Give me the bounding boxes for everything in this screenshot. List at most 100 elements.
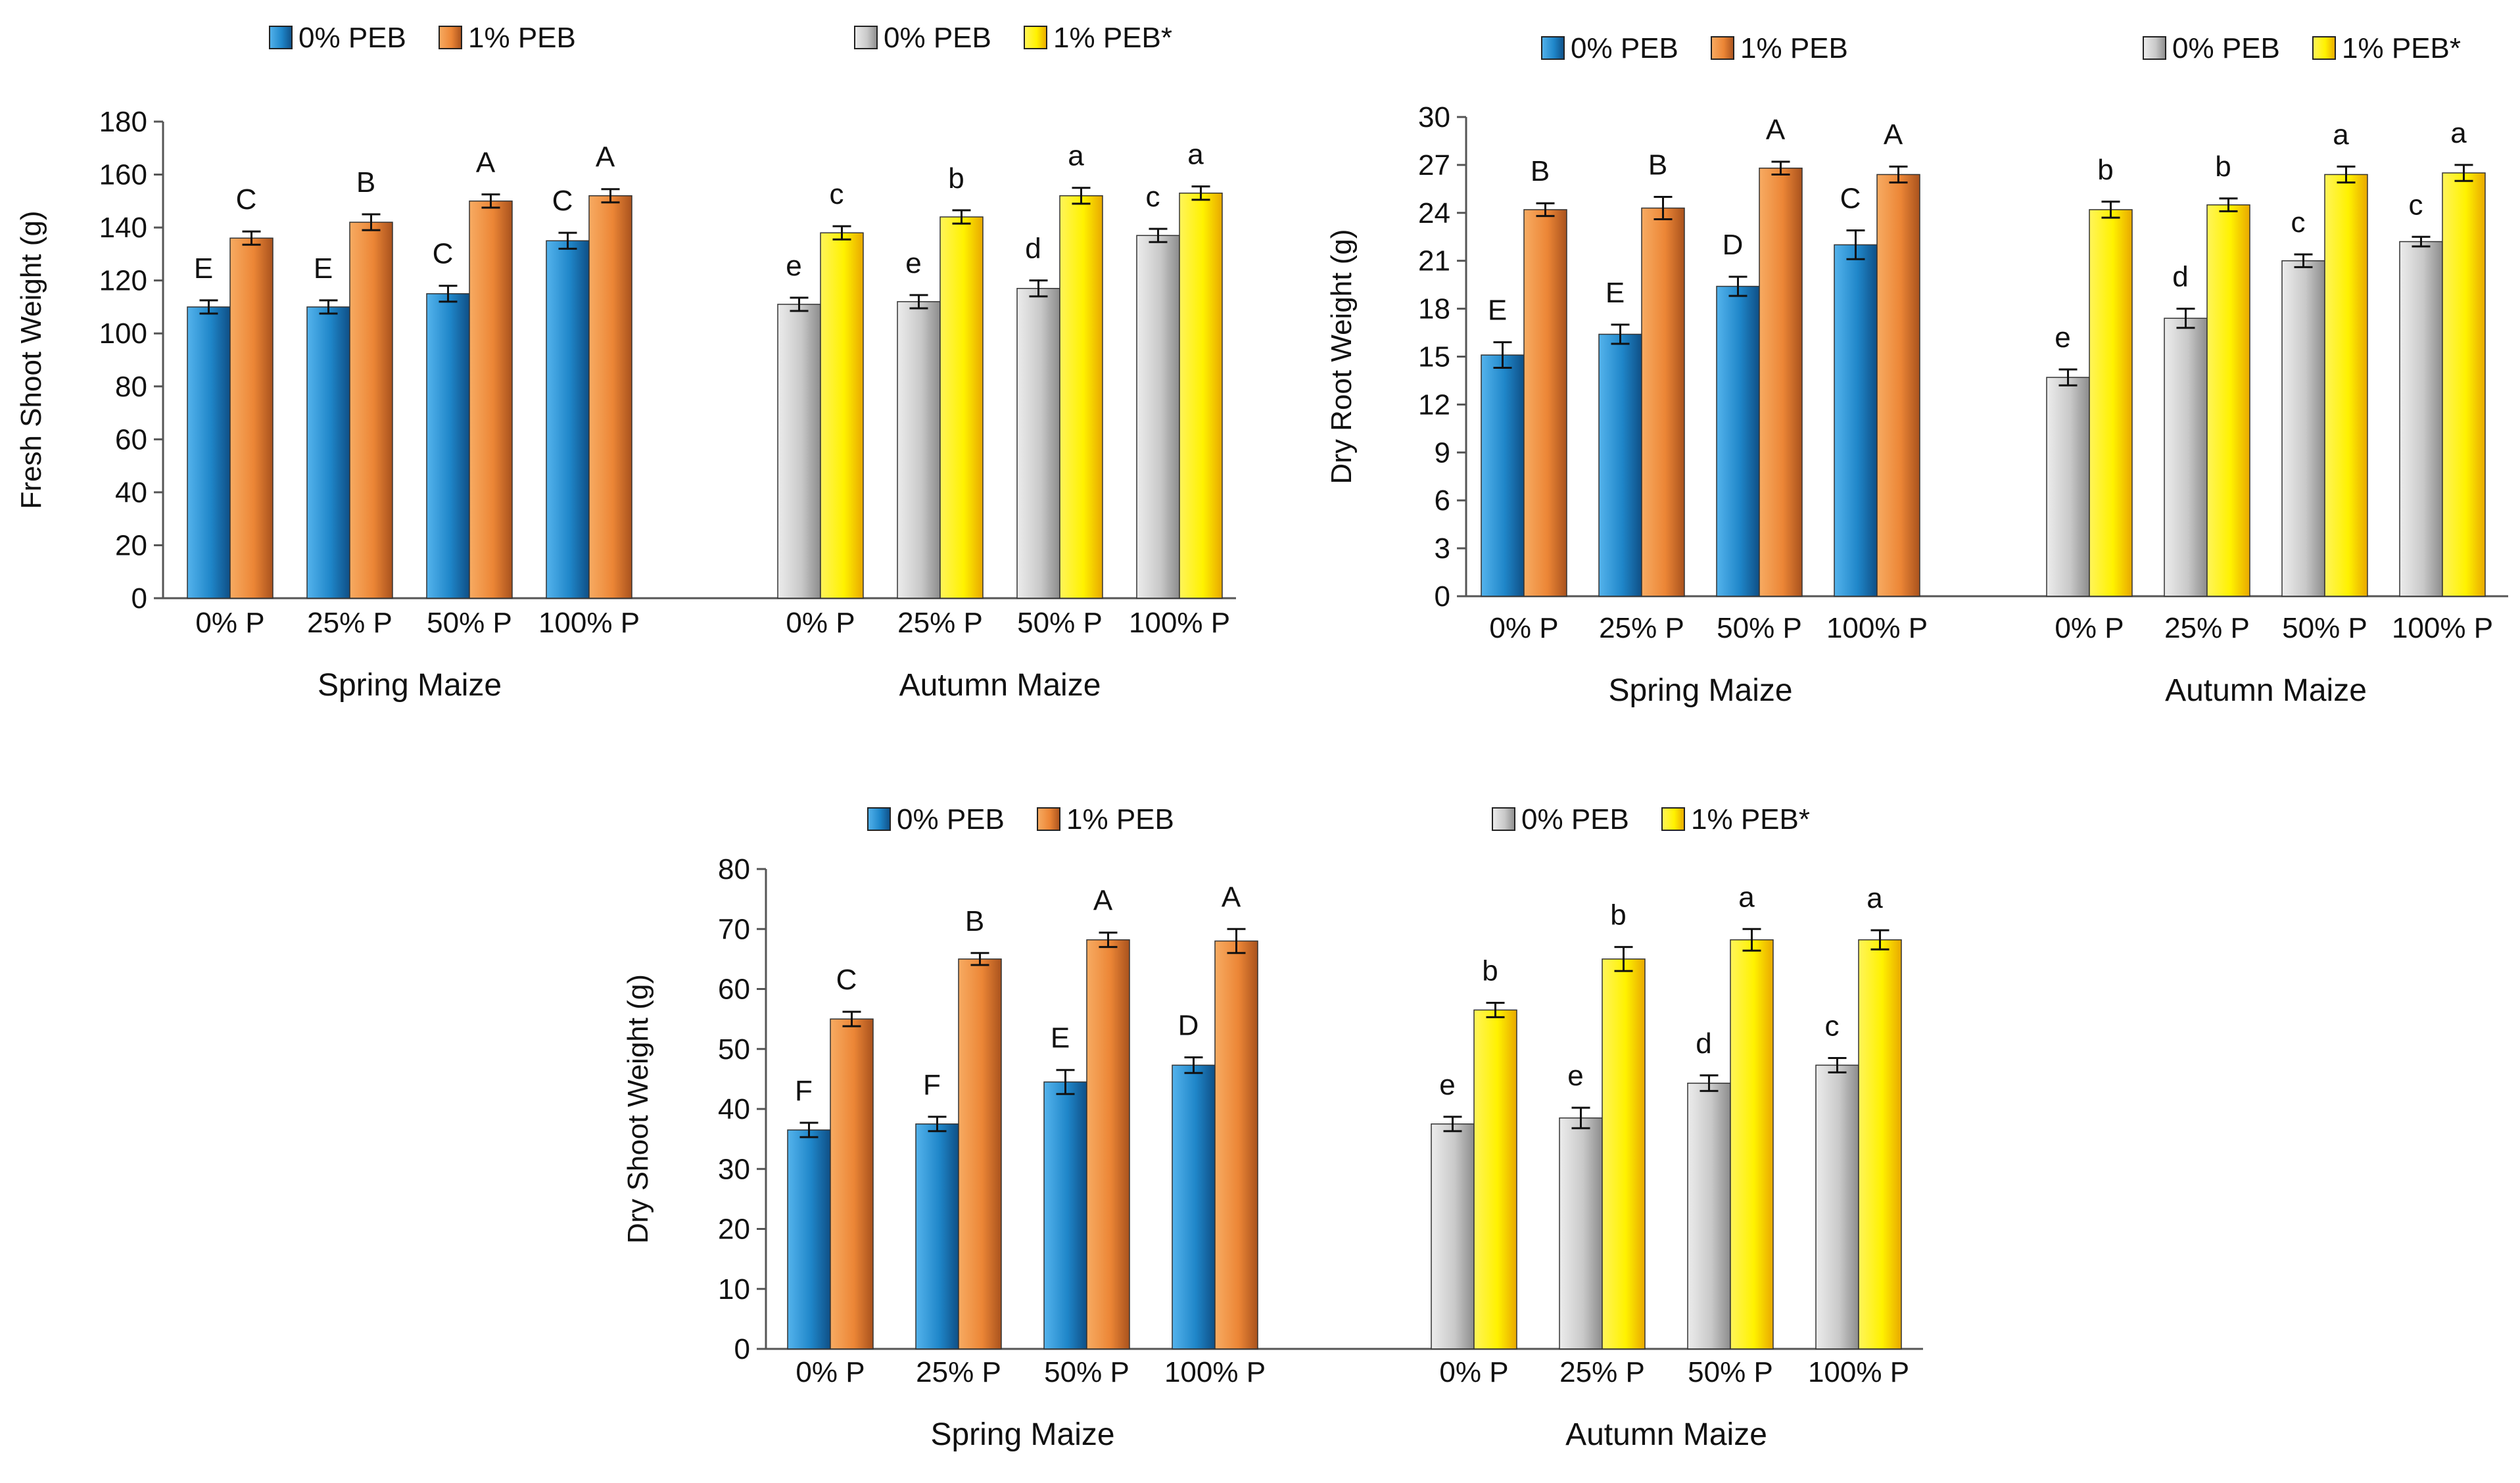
bar <box>1172 1064 1216 1350</box>
bar <box>1687 1083 1731 1350</box>
bar <box>1730 939 1774 1350</box>
y-tick-label: 10 <box>718 1273 750 1306</box>
bar <box>787 1129 831 1350</box>
bar <box>2324 174 2368 597</box>
bar <box>1473 1009 1517 1350</box>
significance-label: E <box>1488 294 1507 327</box>
legend-swatch <box>2312 36 2336 60</box>
x-tick-label: 50% P <box>1717 612 1802 644</box>
y-axis-title: Fresh Shoot Weight (g) <box>15 210 47 509</box>
bar <box>1815 1064 1859 1350</box>
significance-label: e <box>1567 1060 1583 1092</box>
significance-label: a <box>1187 139 1204 171</box>
y-tick-label: 120 <box>99 265 147 297</box>
significance-label: C <box>433 238 454 270</box>
bar <box>1716 285 1760 597</box>
significance-label: b <box>1610 899 1626 931</box>
significance-label: E <box>314 252 333 285</box>
significance-label: D <box>1723 229 1744 261</box>
bar <box>588 195 632 599</box>
bar <box>958 958 1002 1350</box>
bar <box>1602 958 1646 1350</box>
bar <box>1759 168 1803 597</box>
y-tick-label: 160 <box>99 159 147 191</box>
significance-label: E <box>1605 277 1625 309</box>
bar <box>2089 209 2133 597</box>
legend-swatch <box>1661 807 1685 831</box>
legend-label: 0% PEB <box>884 22 991 54</box>
x-tick-label: 25% P <box>897 607 983 639</box>
significance-label: A <box>476 147 496 179</box>
y-tick-label: 140 <box>99 212 147 244</box>
bar <box>469 200 513 599</box>
x-tick-label: 25% P <box>2164 612 2250 644</box>
dry-shoot-weight-chart: 0% PEB 1% PEB 0% PEB 1% PEB*010203040506070… <box>622 803 1923 1452</box>
x-tick-label: 50% P <box>1017 607 1103 639</box>
legend-label: 0% PEB <box>298 22 406 54</box>
legend-label: 1% PEB* <box>1691 803 1810 836</box>
y-tick-label: 30 <box>1418 101 1450 133</box>
significance-label: B <box>965 905 984 937</box>
y-tick-label: 70 <box>718 913 750 945</box>
y-tick-label: 9 <box>1435 436 1450 469</box>
x-tick-label: 25% P <box>1559 1356 1645 1388</box>
x-tick-label: 100% P <box>1164 1356 1266 1388</box>
y-tick-label: 80 <box>718 853 750 885</box>
legend-label: 1% PEB* <box>2342 32 2461 64</box>
x-tick-label: 25% P <box>307 607 392 639</box>
bar <box>820 232 864 599</box>
bar <box>915 1123 959 1350</box>
x-tick-label: 100% P <box>1129 607 1230 639</box>
significance-label: a <box>2450 117 2467 149</box>
bar <box>2442 172 2486 597</box>
bar <box>830 1018 874 1350</box>
bar <box>1214 940 1258 1350</box>
significance-label: A <box>1884 118 1903 151</box>
group-label: Spring Maize <box>1608 673 1792 708</box>
y-tick-label: 15 <box>1418 341 1450 373</box>
legend-label: 1% PEB <box>468 22 576 54</box>
y-tick-label: 40 <box>115 477 147 509</box>
group-label: Autumn Maize <box>899 668 1101 703</box>
significance-label: e <box>786 250 801 282</box>
y-tick-label: 100 <box>99 318 147 350</box>
bar <box>1523 209 1567 597</box>
bar <box>187 306 231 599</box>
legend-swatch <box>854 26 878 49</box>
bar <box>1481 354 1525 597</box>
significance-label: C <box>552 185 573 217</box>
significance-label: c <box>830 178 844 210</box>
legend-swatch <box>1711 36 1734 60</box>
significance-label: E <box>1051 1022 1070 1054</box>
x-tick-label: 50% P <box>2282 612 2367 644</box>
legend-swatch <box>867 807 891 831</box>
significance-label: c <box>1825 1010 1840 1042</box>
y-tick-label: 30 <box>718 1153 750 1185</box>
bar <box>426 293 470 599</box>
x-tick-label: 0% P <box>1489 612 1558 644</box>
y-tick-label: 20 <box>115 529 147 561</box>
significance-label: d <box>1696 1027 1711 1060</box>
significance-label: C <box>1840 183 1861 215</box>
bar <box>1431 1123 1475 1350</box>
group-label: Spring Maize <box>318 668 502 703</box>
dry-root-weight-chart: 0% PEB 1% PEB 0% PEB 1% PEB*036912151821242… <box>1325 32 2508 708</box>
legend-label: 1% PEB* <box>1053 22 1172 54</box>
bar <box>2281 260 2325 597</box>
bar <box>2164 318 2208 597</box>
bar <box>1059 195 1103 599</box>
significance-label: a <box>1068 140 1084 172</box>
group-label: Spring Maize <box>930 1417 1114 1452</box>
significance-label: e <box>2055 321 2070 354</box>
x-tick-label: 0% P <box>786 607 855 639</box>
legend-swatch <box>1492 807 1515 831</box>
y-tick-label: 50 <box>718 1033 750 1066</box>
legend-label: 0% PEB <box>1521 803 1629 836</box>
y-tick-label: 60 <box>718 974 750 1006</box>
significance-label: a <box>1866 882 1883 914</box>
significance-label: a <box>2333 118 2349 151</box>
y-tick-label: 40 <box>718 1093 750 1125</box>
significance-label: E <box>194 252 213 285</box>
significance-label: b <box>1482 954 1498 987</box>
